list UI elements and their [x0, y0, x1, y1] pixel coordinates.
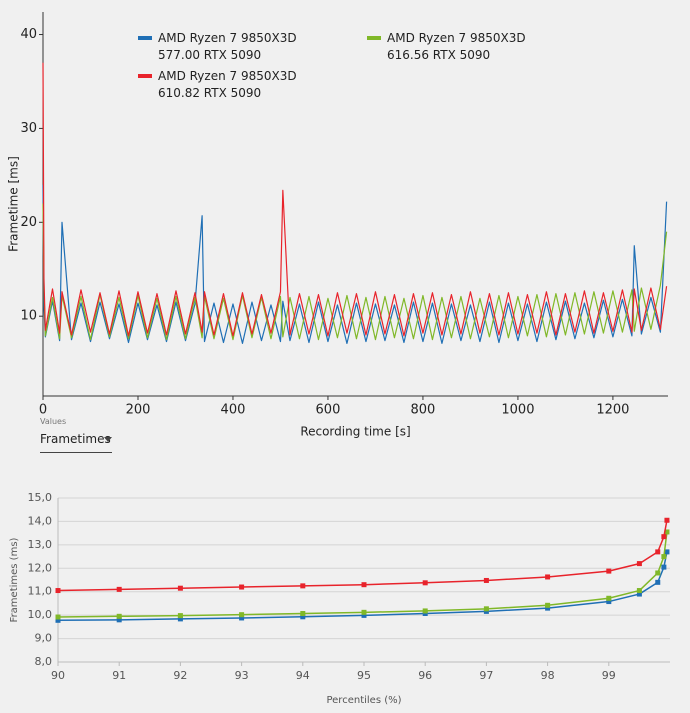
marker — [422, 580, 428, 586]
y-tick-label: 11,0 — [28, 585, 53, 598]
marker — [655, 570, 661, 576]
series-line — [42, 184, 668, 345]
marker — [361, 609, 367, 615]
marker — [239, 615, 245, 621]
dropdown-arrow — [104, 437, 112, 442]
x-axis-label: Recording time [s] — [300, 425, 410, 439]
marker — [655, 579, 661, 585]
marker — [636, 591, 642, 597]
marker — [177, 585, 183, 591]
y-tick-label: 40 — [20, 27, 37, 42]
marker — [664, 549, 670, 555]
x-tick-label: 99 — [602, 669, 616, 682]
marker — [55, 614, 61, 620]
marker — [116, 617, 122, 623]
marker — [55, 588, 61, 594]
marker — [361, 612, 367, 618]
y-tick-label: 10 — [20, 309, 37, 324]
marker — [483, 606, 489, 612]
legend-item: AMD Ryzen 7 9850X3D 616.56 RTX 5090 — [367, 30, 526, 64]
x-tick-label: 800 — [411, 403, 436, 418]
marker — [177, 616, 183, 622]
y-tick-label: 20 — [20, 215, 37, 230]
x-tick-label: 92 — [173, 669, 187, 682]
series-line — [42, 62, 668, 337]
marker — [239, 584, 245, 590]
x-tick-label: 94 — [296, 669, 310, 682]
series-line — [57, 531, 668, 618]
legend-swatch — [367, 36, 381, 40]
marker — [606, 568, 612, 574]
marker — [361, 582, 367, 588]
marker — [422, 608, 428, 614]
dropdown-value: Frametimes — [40, 432, 111, 446]
marker — [606, 595, 612, 601]
y-tick-label: 12,0 — [28, 561, 53, 574]
x-tick-label: 95 — [357, 669, 371, 682]
y-tick-label: 15,0 — [28, 491, 53, 504]
x-tick-label: 93 — [235, 669, 249, 682]
marker — [664, 517, 670, 523]
y-tick-label: 13,0 — [28, 538, 53, 551]
legend-item: AMD Ryzen 7 9850X3D 577.00 RTX 5090 — [138, 30, 297, 64]
x-tick-label: 90 — [51, 669, 65, 682]
marker — [655, 549, 661, 555]
marker — [545, 605, 551, 611]
x-tick-label: 97 — [479, 669, 493, 682]
x-tick-label: 400 — [221, 403, 246, 418]
x-tick-label: 96 — [418, 669, 432, 682]
marker — [545, 574, 551, 580]
y-tick-label: 9,0 — [35, 632, 53, 645]
x-tick-label: 0 — [39, 403, 47, 418]
series-line — [57, 520, 668, 592]
marker — [661, 554, 667, 560]
legend-label: AMD Ryzen 7 9850X3D 577.00 RTX 5090 — [158, 31, 297, 62]
x-axis-label: Percentiles (%) — [326, 695, 401, 706]
marker — [636, 561, 642, 567]
legend-item: AMD Ryzen 7 9850X3D 610.82 RTX 5090 — [138, 68, 297, 102]
marker — [177, 613, 183, 619]
series-line — [42, 203, 668, 341]
legend-label: AMD Ryzen 7 9850X3D 610.82 RTX 5090 — [158, 69, 297, 100]
marker — [116, 586, 122, 592]
y-tick-label: 30 — [20, 121, 37, 136]
values-label: Values — [40, 417, 67, 426]
marker — [661, 534, 667, 540]
marker — [664, 529, 670, 535]
x-tick-label: 1200 — [596, 403, 629, 418]
marker — [483, 608, 489, 614]
marker — [300, 614, 306, 620]
x-tick-label: 98 — [541, 669, 555, 682]
marker — [636, 588, 642, 594]
legend-label: AMD Ryzen 7 9850X3D 616.56 RTX 5090 — [387, 31, 526, 62]
series-line — [57, 551, 668, 622]
marker — [300, 583, 306, 589]
marker — [422, 611, 428, 617]
marker — [483, 577, 489, 583]
y-axis-label: Frametime [ms] — [7, 156, 21, 252]
marker — [606, 599, 612, 605]
x-tick-label: 200 — [126, 403, 151, 418]
y-tick-label: 10,0 — [28, 608, 53, 621]
marker — [661, 564, 667, 570]
x-tick-label: 600 — [316, 403, 341, 418]
y-tick-label: 14,0 — [28, 514, 53, 527]
marker — [116, 613, 122, 619]
marker — [300, 611, 306, 617]
x-tick-label: 1000 — [501, 403, 534, 418]
values-dropdown[interactable]: Frametimes — [40, 432, 112, 453]
x-tick-label: 91 — [112, 669, 126, 682]
marker — [239, 612, 245, 618]
legend-swatch — [138, 74, 152, 78]
marker — [545, 602, 551, 608]
y-tick-label: 8,0 — [35, 655, 53, 668]
marker — [55, 617, 61, 623]
y-axis-label: Frametimes (ms) — [9, 537, 20, 622]
legend-swatch — [138, 36, 152, 40]
